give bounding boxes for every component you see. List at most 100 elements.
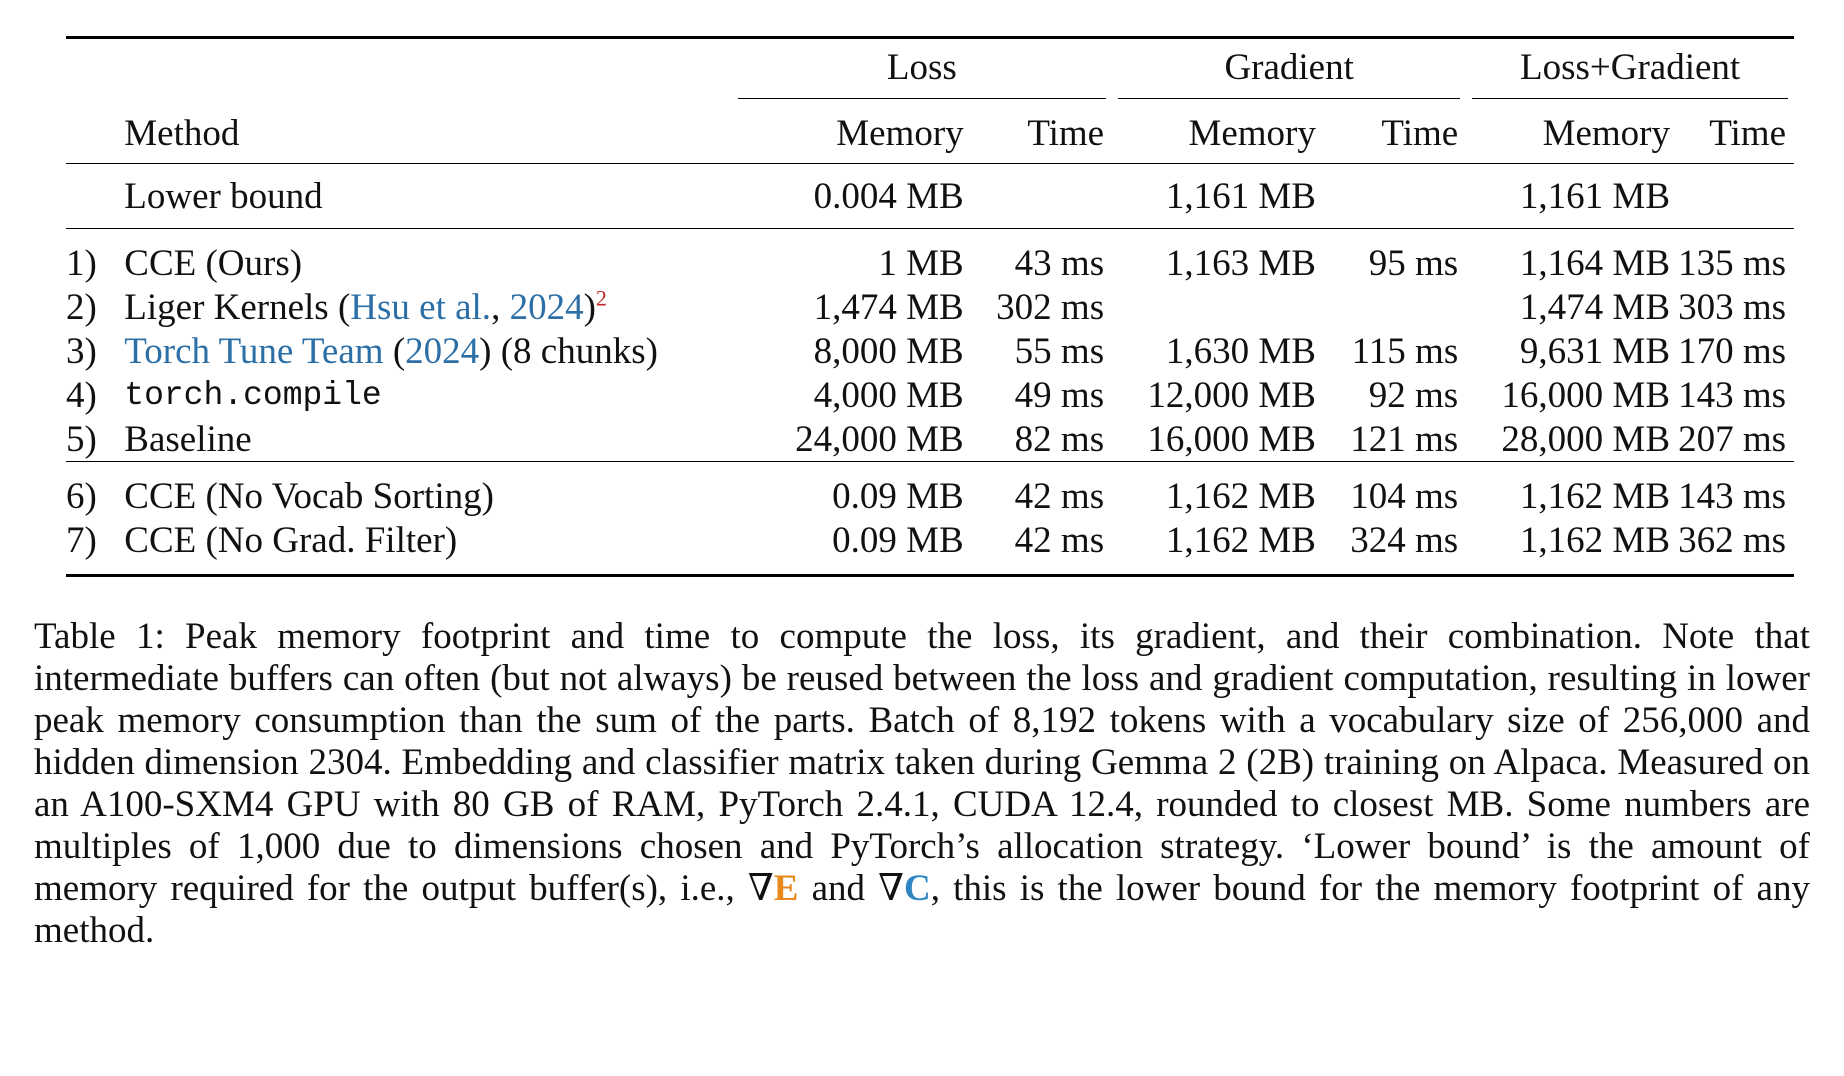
- group-header-row: Loss Gradient Loss+Gradient: [66, 38, 1794, 104]
- loss-time-cell: [972, 164, 1112, 229]
- loss-memory-cell: 8,000 MB: [813, 330, 964, 372]
- loss-memory-cell: 0.09 MB: [832, 519, 964, 561]
- grad-memory-cell: 1,163 MB: [1165, 242, 1316, 284]
- loss-memory-header: Memory: [836, 112, 964, 154]
- grad-memory-cell: 1,630 MB: [1165, 330, 1316, 372]
- loss-memory-cell: 0.004 MB: [813, 175, 964, 217]
- row-index: 1): [66, 242, 97, 284]
- grad-time-cell: 324 ms: [1350, 519, 1459, 561]
- lg-time-cell: 362 ms: [1678, 519, 1786, 561]
- lg-time-cell: 143 ms: [1678, 374, 1786, 416]
- lg-time-header: Time: [1709, 112, 1786, 154]
- row-index: 7): [66, 519, 97, 561]
- gradient-c-symbol: C: [904, 867, 931, 909]
- citation-link-author[interactable]: Torch Tune Team: [124, 330, 384, 372]
- method-cell: Liger Kernels (Hsu et al., 2024)2: [124, 285, 731, 329]
- method-cell: torch.compile: [124, 376, 382, 414]
- loss-time-header: Time: [1027, 112, 1105, 154]
- group-header-loss: Loss: [737, 43, 1107, 99]
- citation-link-author[interactable]: Hsu et al.: [350, 286, 492, 328]
- group-header-loss-gradient: Loss+Gradient: [1472, 43, 1788, 99]
- table-row: 4) torch.compile 4,000 MB 49 ms 12,000 M…: [66, 373, 1794, 417]
- grad-time-header: Time: [1381, 112, 1459, 154]
- lg-memory-header: Memory: [1542, 112, 1670, 154]
- method-cell: CCE (No Vocab Sorting): [124, 475, 494, 517]
- loss-time-cell: 43 ms: [1014, 242, 1105, 284]
- method-cell: Baseline: [124, 418, 252, 460]
- lg-time-cell: 207 ms: [1678, 418, 1786, 460]
- citation-link-year[interactable]: 2024: [509, 286, 584, 328]
- table-row: 7) CCE (No Grad. Filter) 0.09 MB 42 ms 1…: [66, 518, 1794, 576]
- grad-memory-header: Memory: [1188, 112, 1316, 154]
- loss-time-cell: 42 ms: [1014, 519, 1105, 561]
- table-row: 2) Liger Kernels (Hsu et al., 2024)2 1,4…: [66, 285, 1794, 329]
- row-index: 6): [66, 475, 97, 517]
- nabla-symbol: ∇: [878, 867, 904, 909]
- grad-time-cell: 121 ms: [1350, 418, 1459, 460]
- method-header: Method: [124, 112, 240, 154]
- grad-memory-cell: 1,162 MB: [1165, 519, 1316, 561]
- grad-time-cell: 115 ms: [1351, 330, 1459, 372]
- lg-memory-cell: 28,000 MB: [1501, 418, 1670, 460]
- footnote-marker[interactable]: 2: [595, 285, 607, 311]
- lg-memory-cell: 9,631 MB: [1519, 330, 1670, 372]
- caption-text: , this is the lower bound for the memory…: [34, 867, 1810, 951]
- caption-text: Table 1: Peak memory footprint and time …: [34, 616, 1810, 909]
- grad-time-cell: 95 ms: [1368, 242, 1459, 284]
- lg-memory-cell: 1,161 MB: [1519, 175, 1670, 217]
- loss-memory-cell: 0.09 MB: [832, 475, 964, 517]
- grad-time-cell: 92 ms: [1368, 374, 1459, 416]
- table-row-lower-bound: Lower bound 0.004 MB 1,161 MB 1,161 MB: [66, 164, 1794, 229]
- grad-memory-cell: 16,000 MB: [1147, 418, 1316, 460]
- nabla-symbol: ∇: [747, 867, 774, 909]
- results-table: Loss Gradient Loss+Gradient Method Memor…: [66, 36, 1794, 577]
- loss-time-cell: 49 ms: [1014, 374, 1105, 416]
- caption-text: and: [798, 867, 879, 909]
- loss-memory-cell: 4,000 MB: [813, 374, 964, 416]
- column-header-row: Method Memory Time Memory Time Memory Ti…: [66, 103, 1794, 164]
- citation-link-year[interactable]: 2024: [405, 330, 480, 372]
- method-text: Liger Kernels (: [124, 286, 351, 328]
- method-text: (: [383, 330, 406, 372]
- grad-memory-cell: 1,161 MB: [1165, 175, 1316, 217]
- lg-time-cell: 135 ms: [1678, 242, 1786, 284]
- grad-memory-cell: [1112, 285, 1324, 329]
- grad-time-cell: [1324, 285, 1466, 329]
- table-caption: Table 1: Peak memory footprint and time …: [34, 616, 1810, 952]
- method-text: ,: [491, 286, 510, 328]
- method-cell: Torch Tune Team (2024) (8 chunks): [124, 329, 731, 373]
- loss-memory-cell: 1 MB: [878, 242, 964, 284]
- row-index: 3): [66, 330, 97, 372]
- table-row: 6) CCE (No Vocab Sorting) 0.09 MB 42 ms …: [66, 462, 1794, 519]
- grad-time-cell: 104 ms: [1350, 475, 1459, 517]
- method-cell: Lower bound: [124, 175, 323, 217]
- lg-memory-cell: 1,162 MB: [1519, 475, 1670, 517]
- lg-time-cell: 143 ms: [1678, 475, 1786, 517]
- loss-memory-cell: 24,000 MB: [795, 418, 964, 460]
- lg-memory-cell: 1,162 MB: [1519, 519, 1670, 561]
- grad-memory-cell: 12,000 MB: [1147, 374, 1316, 416]
- method-text: ) (8 chunks): [479, 330, 658, 372]
- table-row: 1) CCE (Ours) 1 MB 43 ms 1,163 MB 95 ms …: [66, 229, 1794, 286]
- lg-time-cell: [1678, 164, 1794, 229]
- method-cell: CCE (No Grad. Filter): [124, 519, 458, 561]
- method-text: ): [583, 286, 596, 328]
- loss-time-cell: 302 ms: [996, 286, 1105, 328]
- row-index: 5): [66, 418, 97, 460]
- lg-time-cell: 303 ms: [1678, 286, 1786, 328]
- row-index: 2): [66, 286, 97, 328]
- lg-memory-cell: 1,474 MB: [1519, 286, 1670, 328]
- grad-memory-cell: 1,162 MB: [1165, 475, 1316, 517]
- lg-memory-cell: 16,000 MB: [1501, 374, 1670, 416]
- grad-time-cell: [1324, 164, 1466, 229]
- table-row: 5) Baseline 24,000 MB 82 ms 16,000 MB 12…: [66, 417, 1794, 462]
- group-header-gradient: Gradient: [1118, 43, 1461, 99]
- loss-time-cell: 55 ms: [1014, 330, 1105, 372]
- loss-time-cell: 82 ms: [1014, 418, 1105, 460]
- method-cell: CCE (Ours): [124, 242, 303, 284]
- lg-memory-cell: 1,164 MB: [1519, 242, 1670, 284]
- loss-memory-cell: 1,474 MB: [813, 286, 964, 328]
- loss-time-cell: 42 ms: [1014, 475, 1105, 517]
- row-index: 4): [66, 374, 97, 416]
